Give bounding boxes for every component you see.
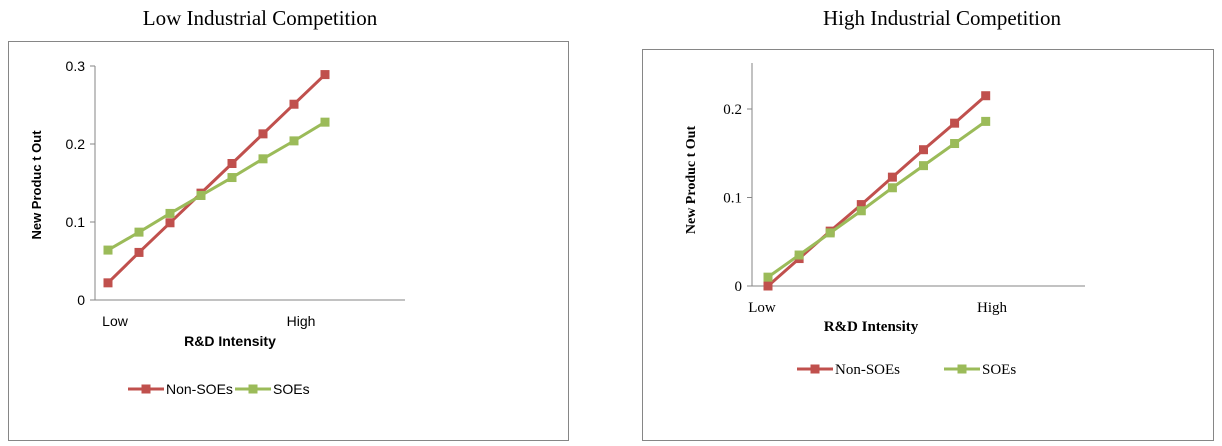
- data-point-soes-right: [981, 116, 991, 126]
- data-point-nonsoes-left: [258, 129, 268, 139]
- data-point-nonsoes-right: [887, 172, 897, 182]
- y-axis-label-right: New Produc t Out: [684, 126, 699, 235]
- data-point-soes-right: [856, 206, 866, 216]
- data-point-soes-left: [134, 227, 144, 237]
- data-point-soes-left: [289, 136, 299, 146]
- chart-title-left: Low Industrial Competition: [142, 6, 378, 30]
- y-tick-label-right: 0.1: [723, 191, 742, 207]
- y-tick-label-left: 0.1: [66, 214, 86, 230]
- data-point-nonsoes-right: [919, 145, 928, 155]
- x-axis-label-left: R&D Intensity: [184, 333, 276, 349]
- data-point-nonsoes-right: [950, 118, 960, 128]
- data-point-nonsoes-left: [103, 278, 113, 288]
- data-point-nonsoes-right: [856, 200, 866, 210]
- y-tick-label-right: 0: [735, 279, 743, 295]
- y-tick-label-left: 0.2: [66, 136, 86, 152]
- legend-marker-left: [141, 384, 151, 394]
- legend-marker-right: [810, 364, 820, 374]
- data-point-soes-left: [103, 245, 113, 255]
- data-point-soes-left: [320, 117, 330, 127]
- data-point-nonsoes-left: [134, 247, 144, 257]
- data-point-soes-right: [887, 183, 897, 193]
- data-point-soes-right: [763, 272, 773, 282]
- series-line-soes-left: [107, 120, 326, 252]
- legend-label-left: Non-SOEs: [166, 381, 233, 397]
- data-point-soes-left: [165, 208, 175, 218]
- y-tick-label-left: 0.3: [66, 58, 86, 74]
- x-tick-label-left: High: [287, 313, 316, 329]
- series-line-nonsoes-left: [106, 73, 327, 284]
- y-axis-label-left: New Produc t Out: [29, 130, 44, 240]
- chart-frame-right: [642, 49, 1214, 441]
- legend-marker-left: [248, 384, 258, 394]
- data-point-soes-right: [919, 161, 928, 171]
- x-axis-label-right: R&D Intensity: [824, 319, 919, 335]
- series-line-nonsoes-right: [767, 94, 987, 288]
- legend-marker-right: [957, 364, 967, 374]
- data-point-nonsoes-left: [165, 218, 175, 228]
- data-point-soes-left: [196, 190, 206, 200]
- data-point-nonsoes-right: [763, 281, 773, 291]
- data-point-nonsoes-left: [289, 99, 299, 109]
- legend-label-left: SOEs: [273, 381, 310, 397]
- x-tick-label-right: Low: [748, 300, 776, 316]
- data-point-nonsoes-left: [227, 159, 237, 168]
- chart-title-right: High Industrial Competition: [823, 6, 1061, 30]
- x-tick-label-right: High: [977, 300, 1008, 316]
- data-point-nonsoes-left: [320, 70, 330, 80]
- data-point-nonsoes-right: [981, 91, 991, 101]
- legend-label-right: SOEs: [982, 362, 1016, 378]
- legend-label-right: Non-SOEs: [835, 362, 900, 378]
- data-point-soes-left: [227, 173, 237, 183]
- y-tick-label-right: 0.2: [723, 102, 742, 118]
- data-point-soes-right: [794, 250, 804, 260]
- y-tick-label-left: 0: [77, 292, 85, 308]
- data-point-soes-left: [258, 154, 268, 164]
- data-point-soes-right: [950, 139, 960, 149]
- data-point-soes-right: [825, 228, 835, 238]
- x-tick-label-left: Low: [102, 313, 129, 329]
- series-line-soes-right: [767, 120, 987, 279]
